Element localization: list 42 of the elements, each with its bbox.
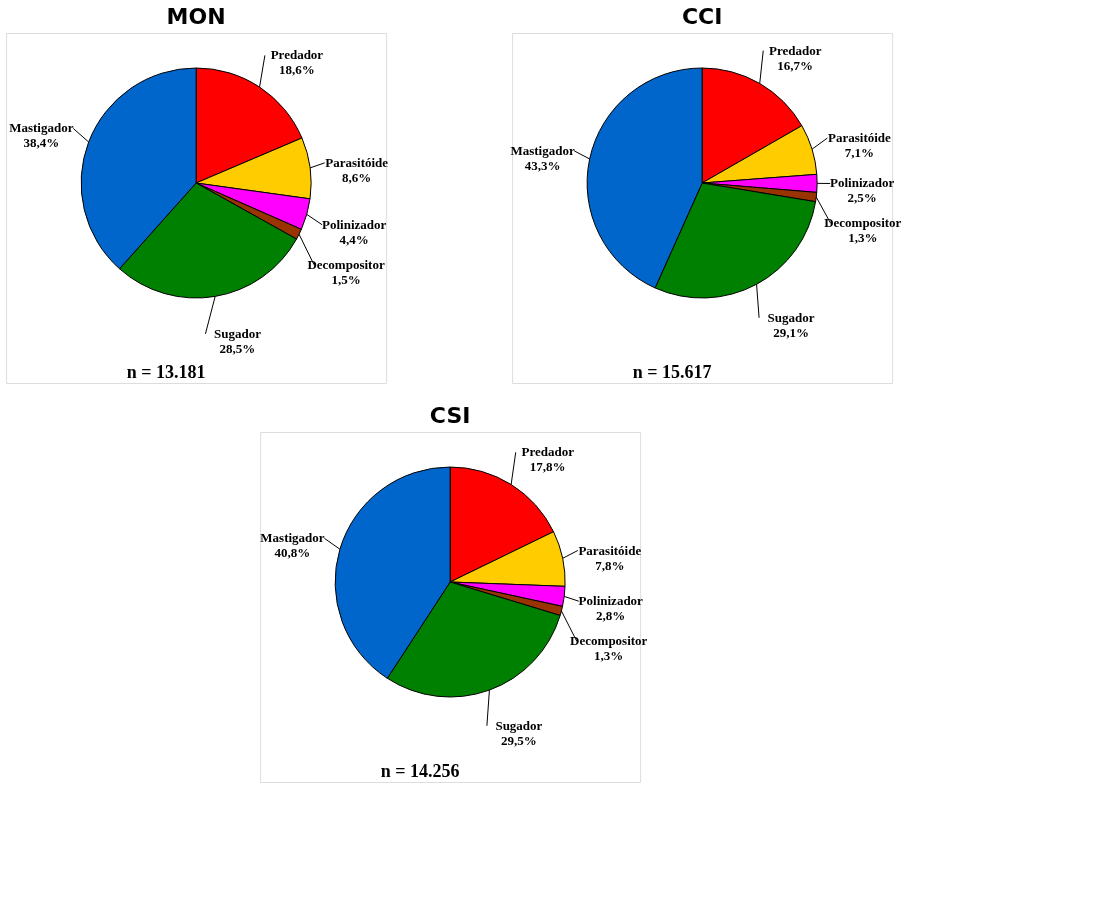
- data-label: 29,1%: [773, 324, 809, 340]
- text: n = 13.181: [126, 362, 206, 382]
- slice-label: Polinizador: [830, 175, 895, 191]
- chart-title: CSI: [429, 403, 471, 428]
- data-label: 2,8%: [596, 608, 626, 624]
- slice-label: Predador: [270, 47, 324, 63]
- data-label: 43,3%: [524, 158, 561, 174]
- slice-label: Decompositor: [570, 633, 648, 649]
- chart-title: CCI: [681, 4, 723, 29]
- slice-label: Predador: [769, 42, 822, 58]
- data-label: 40,8%: [274, 545, 311, 561]
- slice-label: Polinizador: [322, 216, 387, 232]
- slice-label: Parasitóide: [828, 130, 892, 146]
- chart-title: MON: [166, 4, 226, 29]
- slice-label: Parasitóide: [578, 542, 642, 558]
- text: n = 14.256: [380, 761, 460, 781]
- slice-label: Decompositor: [307, 256, 385, 272]
- data-label: 1,3%: [594, 648, 624, 664]
- slice-label: Parasitóide: [325, 154, 389, 170]
- data-label: 18,6%: [279, 62, 315, 78]
- slice-label: Mastigador: [510, 143, 575, 159]
- slice-label: Sugador: [213, 325, 262, 341]
- data-label: 1,5%: [331, 271, 361, 287]
- data-label: 4,4%: [339, 231, 369, 247]
- slice-label: Mastigador: [260, 530, 325, 546]
- text: n = 15.617: [632, 362, 712, 382]
- data-label: 8,6%: [342, 169, 372, 185]
- slice-label: Decompositor: [824, 215, 902, 231]
- data-label: 16,7%: [777, 57, 814, 73]
- data-label: 28,5%: [219, 340, 256, 356]
- slice-label: Sugador: [767, 309, 815, 325]
- slice-label: Mastigador: [9, 120, 74, 136]
- data-label: 7,1%: [844, 145, 875, 161]
- data-label: 1,3%: [848, 230, 878, 246]
- data-label: 29,5%: [501, 732, 537, 748]
- slice-label: Predador: [521, 444, 575, 460]
- data-label: 17,8%: [529, 459, 566, 475]
- slice-label: Polinizador: [578, 593, 644, 609]
- data-label: 2,5%: [847, 190, 877, 206]
- data-label: 38,4%: [23, 135, 60, 151]
- slice-label: Sugador: [495, 717, 543, 733]
- data-label: 7,8%: [595, 557, 625, 573]
